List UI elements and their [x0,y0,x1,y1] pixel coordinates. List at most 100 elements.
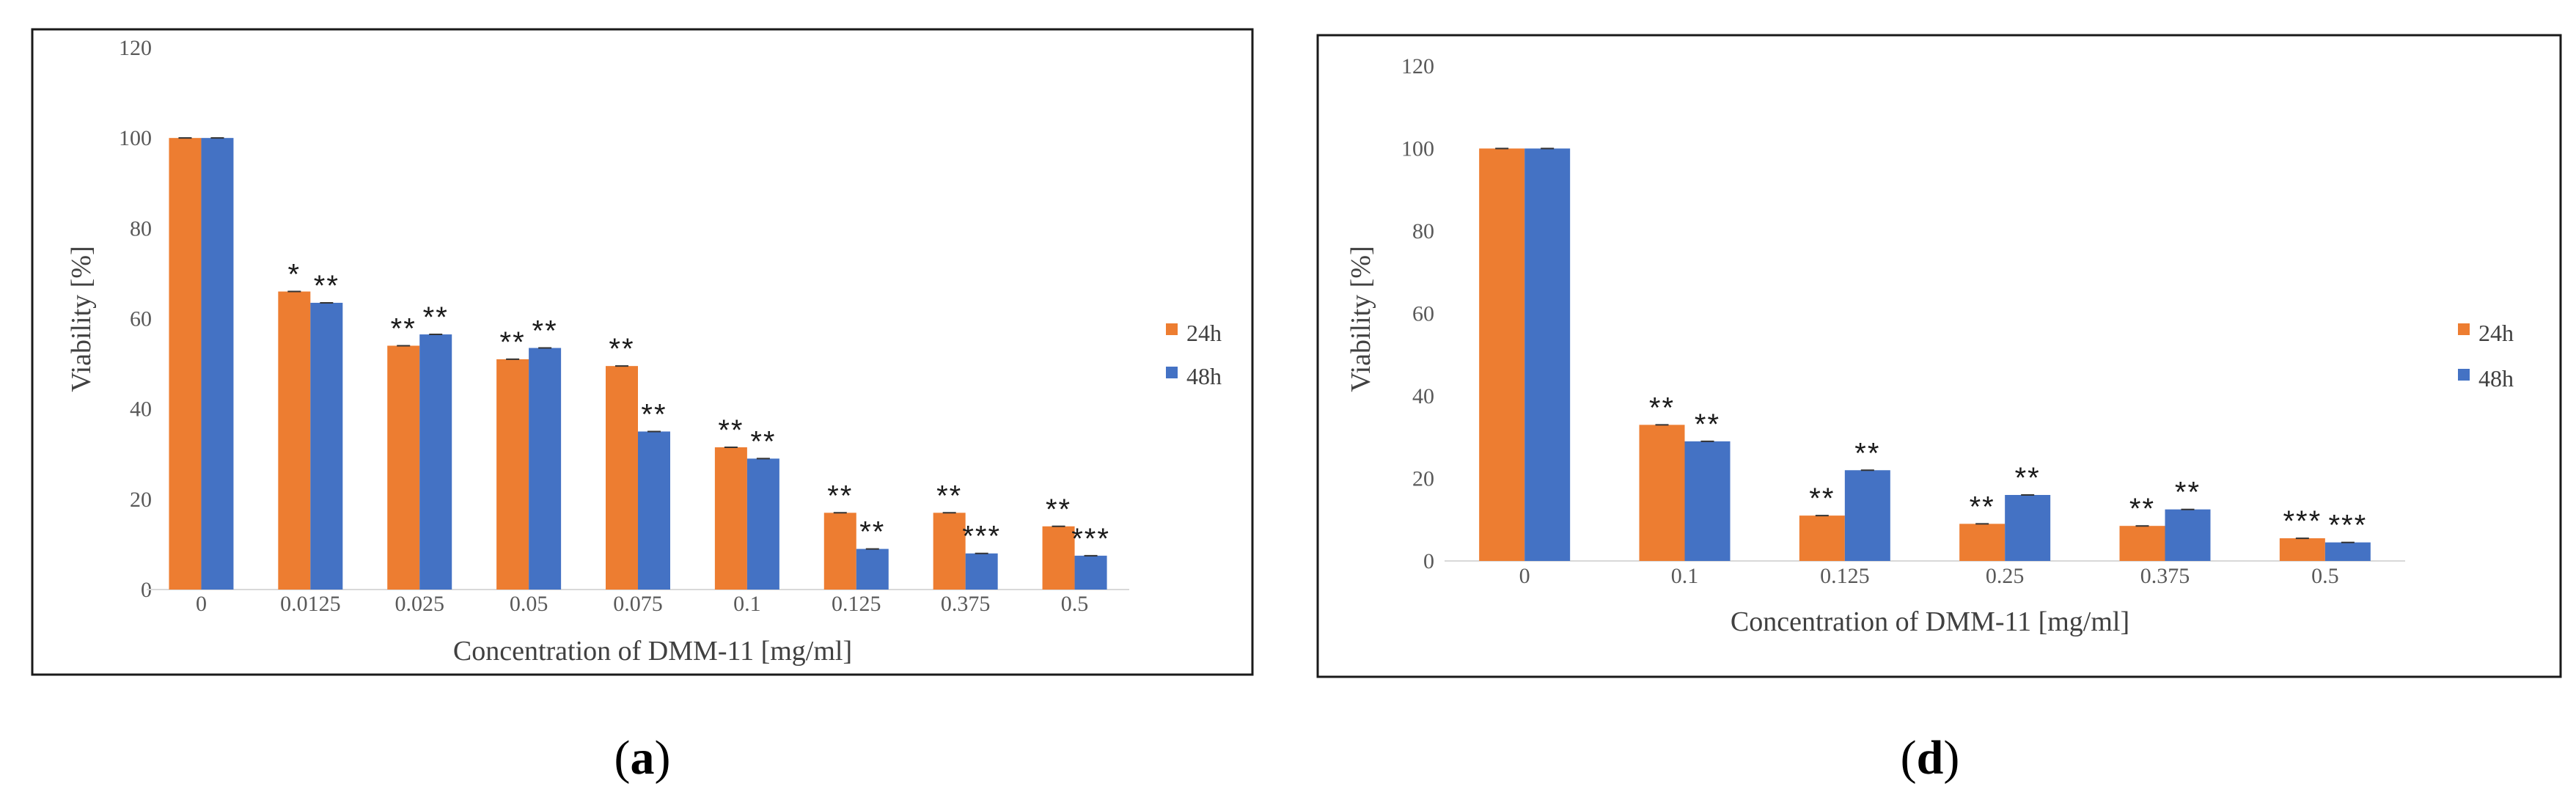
x-tick-label: 0 [1519,564,1530,588]
bar-48h-4 [2165,509,2211,561]
y-tick-label: 40 [1412,384,1434,408]
bar-48h-2 [419,334,452,590]
bar-24h-7 [933,513,966,590]
bar-48h-1 [310,302,343,590]
bar-48h-3 [2005,495,2051,561]
significance-label: ** [1809,482,1835,515]
x-tick-label: 0.075 [613,592,663,616]
legend: 24h 48h [2458,320,2514,392]
x-tick-label: 0.375 [941,592,991,616]
bar-48h-5 [746,458,779,590]
significance-label: ** [609,333,634,365]
y-axis-title: Viability [%] [1346,246,1376,392]
y-tick-label: 60 [1412,302,1434,326]
bar-48h-8 [1074,555,1107,590]
x-axis-title: Concentration of DMM-11 [mg/ml] [1731,606,2129,637]
significance-label: ** [2175,477,2201,509]
y-tick-label: 20 [130,488,152,512]
legend-label-48h: 48h [1186,363,1222,389]
y-tick-label: 100 [119,126,152,150]
significance-label: *** [2328,510,2367,542]
bar-48h-0 [201,138,234,590]
y-tick-label: 60 [130,307,152,331]
legend-swatch-48h [1166,367,1178,378]
bar-24h-3 [1959,524,2006,561]
panel-label-letter: a [631,731,655,785]
y-tick-label: 20 [1412,467,1434,491]
significance-label: *** [1071,523,1110,555]
significance-label: ** [500,326,526,359]
bar-24h-5 [2279,538,2325,561]
significance-label: ** [423,301,449,334]
bar-48h-6 [856,548,889,590]
significance-label: ** [1695,408,1720,441]
x-tick-label: 0.0125 [280,592,341,616]
bar-48h-3 [529,348,562,590]
significance-label: ** [2015,462,2041,494]
x-tick-label: 0.1 [1671,564,1699,588]
bar-24h-0 [1479,148,1525,561]
bar-24h-4 [2119,526,2165,561]
significance-label: *** [2283,505,2322,537]
significance-label: ** [532,315,558,348]
significance-label: ** [859,516,885,548]
bar-24h-2 [1799,515,1845,561]
bar-48h-7 [965,553,998,590]
y-axis-title: Viability [%] [66,246,97,392]
y-tick-label: 40 [130,397,152,422]
x-tick-label: 0.5 [2311,564,2339,588]
significance-label: ** [827,480,853,512]
bar-24h-1 [278,291,311,590]
legend-label-24h: 24h [1186,320,1222,346]
x-axis-title: Concentration of DMM-11 [mg/ml] [453,636,852,667]
y-tick-label: 0 [141,578,152,602]
bar-24h-1 [1639,425,1685,561]
x-tick-label: 0.125 [1820,564,1870,588]
panel-label-open: ( [1901,731,1917,785]
legend-swatch-24h [1166,323,1178,335]
significance-label: ** [641,398,667,430]
legend-label-24h: 24h [2478,320,2514,346]
x-tick-label: 0 [196,592,207,616]
bar-48h-5 [2324,542,2371,561]
x-tick-label: 0.025 [395,592,444,616]
panel-label-open: ( [614,731,631,785]
significance-label: * [288,259,301,291]
significance-label: ** [1854,437,1880,469]
significance-label: ** [1649,392,1675,424]
bar-48h-1 [1684,441,1731,561]
bar-24h-2 [387,345,420,590]
x-tick-label: 0.25 [1986,564,2025,588]
y-tick-label: 0 [1423,549,1434,573]
x-tick-label: 0.1 [733,592,761,616]
significance-label: ** [718,414,744,447]
bar-24h-5 [714,447,747,590]
bar-48h-4 [638,431,670,590]
significance-label: ** [391,312,417,345]
significance-label: ** [750,425,776,458]
significance-label: *** [962,521,1001,553]
y-tick-label: 100 [1401,137,1434,161]
legend-swatch-48h [2458,369,2470,381]
bar-24h-4 [606,366,638,590]
x-tick-label: 0.125 [832,592,881,616]
panel-label-close: ) [1943,731,1959,785]
significance-label: ** [314,270,340,302]
significance-label: ** [936,480,962,512]
bar-24h-3 [496,359,529,590]
panel-label-letter: d [1917,731,1944,785]
bar-48h-0 [1524,148,1571,561]
bar-24h-0 [169,138,202,590]
y-tick-label: 80 [1412,219,1434,243]
bar-48h-2 [1844,470,1890,561]
x-tick-label: 0.05 [510,592,548,616]
legend-label-48h: 48h [2478,365,2514,392]
y-tick-label: 80 [130,216,152,241]
legend: 24h 48h [1166,320,1222,389]
bar-24h-8 [1042,526,1075,590]
y-tick-label: 120 [1401,54,1434,78]
significance-label: ** [1970,491,1995,523]
